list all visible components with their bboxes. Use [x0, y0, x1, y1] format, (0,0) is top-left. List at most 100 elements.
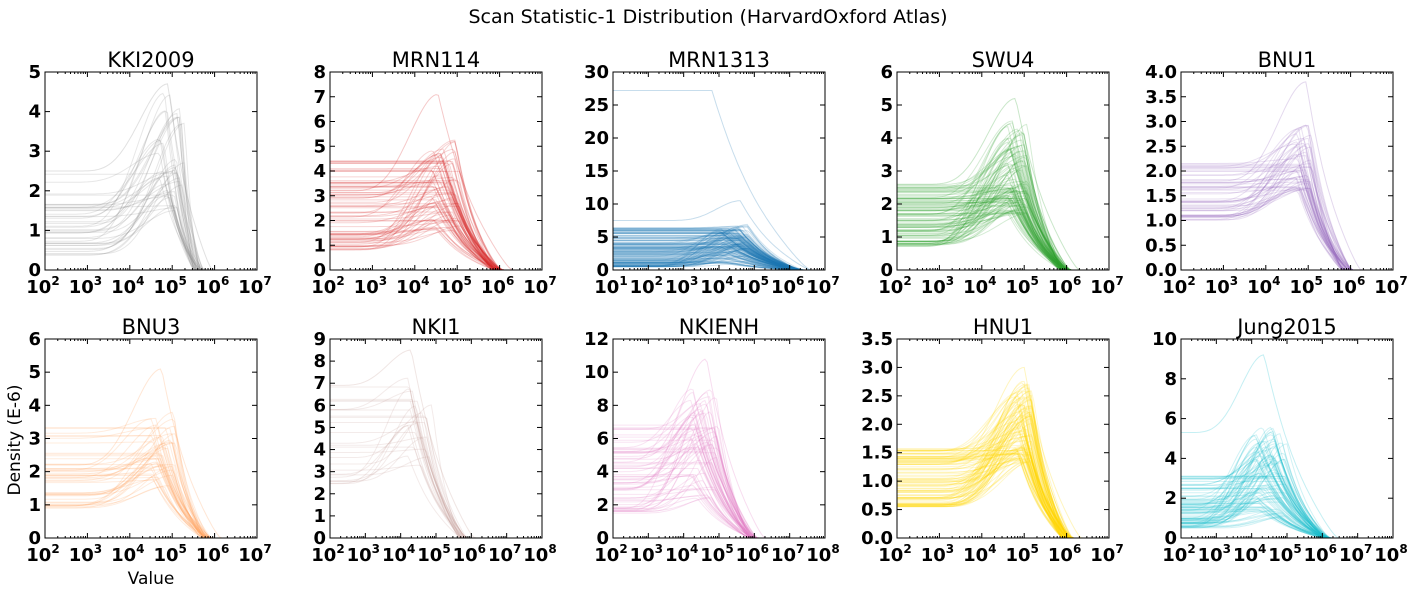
- series-line: [897, 144, 1109, 270]
- series-line: [1181, 189, 1393, 270]
- series-line: [897, 205, 1109, 270]
- x-tick-label: 103: [921, 542, 954, 566]
- y-tick-label: 7: [313, 373, 326, 394]
- x-tick-label: 104: [665, 542, 698, 566]
- series-line: [897, 180, 1109, 270]
- x-tick-label: 107: [1339, 542, 1372, 566]
- x-tick-label: 103: [347, 542, 380, 566]
- series-line: [1181, 182, 1393, 270]
- series-line: [1181, 498, 1393, 538]
- series-line: [1181, 133, 1393, 270]
- series-line: [1181, 128, 1393, 270]
- series-line: [45, 457, 257, 538]
- series-line: [897, 211, 1109, 270]
- x-tick-label: 104: [963, 542, 996, 566]
- x-tick-label: 106: [771, 274, 804, 298]
- y-tick-label: 1: [313, 235, 326, 256]
- series-line: [1181, 187, 1393, 270]
- series-line: [897, 197, 1109, 270]
- series-line: [897, 195, 1109, 270]
- series-line: [897, 177, 1109, 270]
- series-line: [45, 473, 257, 538]
- series-line: [613, 474, 825, 538]
- chart-panel: 0 1 2 3 4 5 102 103 104 105 106 107 KKI2009: [26, 48, 271, 298]
- series-line: [1181, 170, 1393, 270]
- series-line: [1181, 514, 1393, 538]
- x-tick-label: 106: [1048, 542, 1081, 566]
- series-line: [330, 398, 542, 538]
- series-line: [613, 391, 825, 538]
- series-line: [1181, 483, 1393, 538]
- series-line: [330, 185, 542, 270]
- series-line: [897, 404, 1109, 538]
- series-line: [330, 432, 542, 538]
- series-line: [613, 489, 825, 538]
- series-line: [1181, 459, 1393, 538]
- series-line: [613, 409, 825, 538]
- x-tick-label: 103: [69, 542, 102, 566]
- series-line: [45, 142, 257, 270]
- series-line: [613, 497, 825, 538]
- series-line: [45, 411, 257, 538]
- series-line: [613, 484, 825, 538]
- series-line: [897, 452, 1109, 538]
- x-tick-label: 108: [523, 542, 556, 566]
- series-line: [897, 415, 1109, 538]
- series-line: [897, 202, 1109, 270]
- series-line: [897, 200, 1109, 270]
- series-line: [897, 403, 1109, 538]
- series-line: [897, 197, 1109, 270]
- series-line: [330, 205, 542, 270]
- series-line: [897, 209, 1109, 270]
- series-line: [45, 108, 257, 270]
- series-line: [330, 151, 542, 270]
- series-line: [613, 429, 825, 538]
- x-tick-label: 105: [153, 542, 186, 566]
- series-line: [45, 464, 257, 538]
- series-line: [897, 209, 1109, 270]
- series-line: [613, 428, 825, 538]
- y-tick-label: 1.5: [1145, 186, 1177, 207]
- series-line: [45, 184, 257, 270]
- series-line: [330, 192, 542, 270]
- series-line: [897, 396, 1109, 538]
- series-lines: [613, 90, 825, 270]
- series-line: [897, 123, 1109, 270]
- x-tick-label: 106: [196, 274, 229, 298]
- series-line: [45, 452, 257, 538]
- series-line: [897, 451, 1109, 538]
- series-line: [897, 137, 1109, 270]
- series-line: [613, 441, 825, 538]
- series-line: [1181, 174, 1393, 270]
- series-line: [330, 181, 542, 270]
- y-tick-label: 5: [313, 136, 326, 157]
- series-line: [897, 449, 1109, 538]
- panel-title: NKIENH: [679, 315, 759, 339]
- series-line: [1181, 497, 1393, 538]
- series-line: [45, 418, 257, 538]
- series-line: [330, 424, 542, 538]
- series-line: [1181, 462, 1393, 538]
- series-line: [1181, 455, 1393, 538]
- series-line: [1181, 124, 1393, 270]
- y-tick-label: 8: [1164, 369, 1177, 390]
- series-line: [1181, 155, 1393, 270]
- series-line: [1181, 137, 1393, 270]
- plot-frame: [896, 338, 1110, 539]
- series-line: [897, 418, 1109, 538]
- series-line: [897, 129, 1109, 270]
- series-line: [897, 452, 1109, 538]
- series-line: [1181, 430, 1393, 538]
- series-line: [330, 415, 542, 538]
- series-line: [897, 449, 1109, 538]
- series-line: [897, 397, 1109, 538]
- series-line: [330, 161, 542, 270]
- series-line: [45, 465, 257, 538]
- series-line: [897, 440, 1109, 538]
- series-line: [897, 190, 1109, 270]
- series-line: [897, 425, 1109, 538]
- series-line: [1181, 509, 1393, 538]
- series-line: [330, 221, 542, 270]
- series-line: [1181, 153, 1393, 270]
- series-line: [897, 382, 1109, 538]
